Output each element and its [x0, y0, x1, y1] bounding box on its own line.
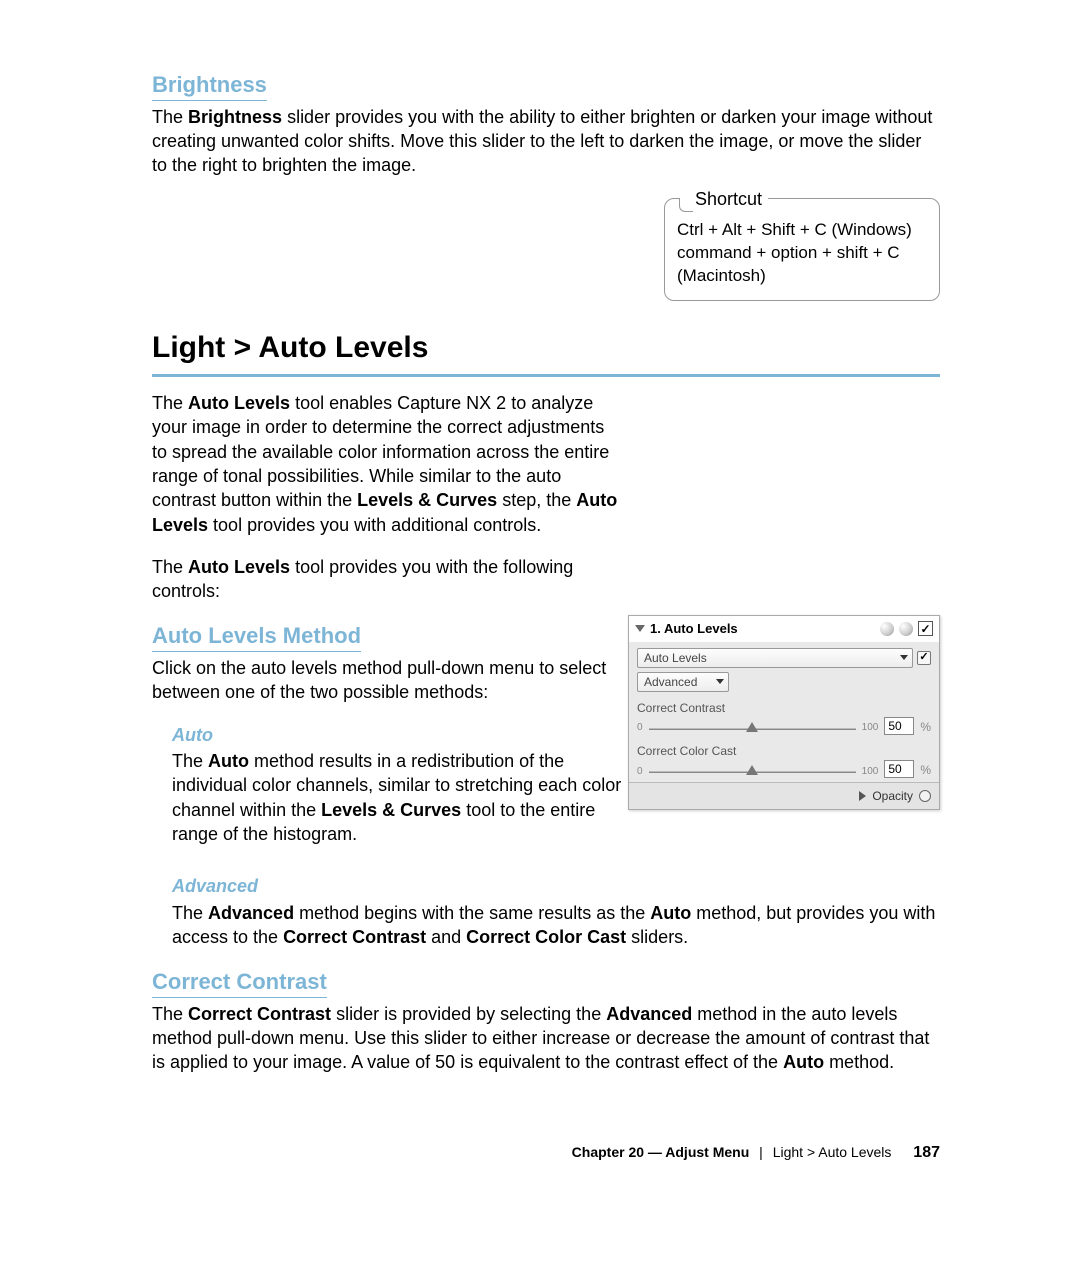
enable-checkbox[interactable]: ✓: [918, 621, 933, 636]
panel-title-text: 1. Auto Levels: [650, 620, 738, 638]
section-rule: [152, 374, 940, 377]
t: Correct Contrast: [188, 1004, 331, 1024]
footer-crumb: Light > Auto Levels: [773, 1144, 892, 1160]
opacity-radio[interactable]: [919, 790, 931, 802]
t: Correct Contrast: [283, 927, 426, 947]
footer-sep: |: [759, 1144, 763, 1160]
contrast-heading: Correct Contrast: [152, 967, 327, 998]
shortcut-legend: Shortcut: [689, 187, 768, 211]
t: Advanced: [208, 903, 294, 923]
pct-label: %: [920, 719, 931, 735]
t: step, the: [497, 490, 576, 510]
t: The: [152, 393, 188, 413]
method-dropdown[interactable]: Auto Levels: [637, 648, 913, 668]
shortcut-line: command + option + shift + C (Macintosh): [677, 242, 927, 288]
disclosure-down-icon[interactable]: [635, 625, 645, 632]
chevron-down-icon: [716, 679, 724, 684]
section-title: Light > Auto Levels: [152, 328, 940, 369]
text-bold: Brightness: [188, 107, 282, 127]
slider-thumb-icon[interactable]: [746, 765, 758, 775]
slider-thumb-icon[interactable]: [746, 722, 758, 732]
t: method.: [824, 1052, 894, 1072]
t: The: [172, 751, 208, 771]
contrast-slider[interactable]: [649, 721, 856, 735]
link-checkbox[interactable]: ✓: [917, 651, 931, 665]
correct-contrast-group: Correct Contrast 0 100 50 %: [637, 700, 931, 735]
range-max: 100: [862, 721, 879, 735]
shortcut-line: Ctrl + Alt + Shift + C (Windows): [677, 219, 927, 242]
t: slider is provided by selecting the: [331, 1004, 606, 1024]
range-max: 100: [862, 765, 879, 779]
brightness-heading: Brightness: [152, 70, 267, 101]
chevron-down-icon: [900, 655, 908, 660]
reset-icon[interactable]: [880, 622, 894, 636]
intro-p2: The Auto Levels tool provides you with t…: [152, 555, 622, 604]
t: The: [152, 1004, 188, 1024]
t: tool provides you with additional contro…: [208, 515, 541, 535]
contrast-text: The Correct Contrast slider is provided …: [152, 1002, 940, 1075]
t: Levels & Curves: [321, 800, 461, 820]
panel-footer: Opacity: [629, 782, 939, 809]
footer-page: 187: [913, 1144, 940, 1161]
page-footer: Chapter 20 — Adjust Menu | Light > Auto …: [572, 1142, 940, 1164]
t: Advanced: [606, 1004, 692, 1024]
t: Auto: [650, 903, 691, 923]
dropdown-value: Auto Levels: [644, 651, 707, 665]
disclosure-right-icon[interactable]: [859, 791, 866, 801]
slider-label: Correct Contrast: [637, 700, 931, 716]
correct-colorcast-group: Correct Color Cast 0 100 50 %: [637, 743, 931, 778]
t: Auto: [783, 1052, 824, 1072]
range-min: 0: [637, 721, 643, 735]
pct-label: %: [920, 762, 931, 778]
dropdown-value: Advanced: [644, 675, 697, 689]
text: The: [152, 107, 188, 127]
colorcast-value-input[interactable]: 50: [884, 760, 914, 778]
t: Auto Levels: [188, 393, 290, 413]
range-min: 0: [637, 765, 643, 779]
t: sliders.: [626, 927, 688, 947]
auto-levels-panel: 1. Auto Levels ✓ Auto Levels ✓ Advanced: [628, 615, 940, 810]
t: Auto Levels: [188, 557, 290, 577]
method-heading: Auto Levels Method: [152, 621, 361, 652]
t: Levels & Curves: [357, 490, 497, 510]
mode-dropdown[interactable]: Advanced: [637, 672, 729, 692]
contrast-value-input[interactable]: 50: [884, 717, 914, 735]
slider-label: Correct Color Cast: [637, 743, 931, 759]
t: Correct Color Cast: [466, 927, 626, 947]
colorcast-slider[interactable]: [649, 764, 856, 778]
opacity-label: Opacity: [872, 788, 913, 804]
auto-text: The Auto method results in a redistribut…: [172, 749, 622, 846]
delete-icon[interactable]: [899, 622, 913, 636]
footer-chapter: Chapter 20 — Adjust Menu: [572, 1144, 750, 1160]
t: method begins with the same results as t…: [294, 903, 650, 923]
method-text: Click on the auto levels method pull-dow…: [152, 656, 622, 705]
t: The: [172, 903, 208, 923]
advanced-heading: Advanced: [172, 874, 940, 898]
t: Auto: [208, 751, 249, 771]
auto-heading: Auto: [172, 723, 622, 747]
panel-body: Auto Levels ✓ Advanced Correct Contrast …: [629, 642, 939, 782]
advanced-text: The Advanced method begins with the same…: [172, 901, 940, 950]
brightness-text: The Brightness slider provides you with …: [152, 105, 940, 178]
shortcut-box: Shortcut Ctrl + Alt + Shift + C (Windows…: [664, 198, 940, 301]
intro-p1: The Auto Levels tool enables Capture NX …: [152, 391, 622, 537]
panel-titlebar[interactable]: 1. Auto Levels ✓: [629, 616, 939, 642]
t: and: [426, 927, 466, 947]
t: The: [152, 557, 188, 577]
